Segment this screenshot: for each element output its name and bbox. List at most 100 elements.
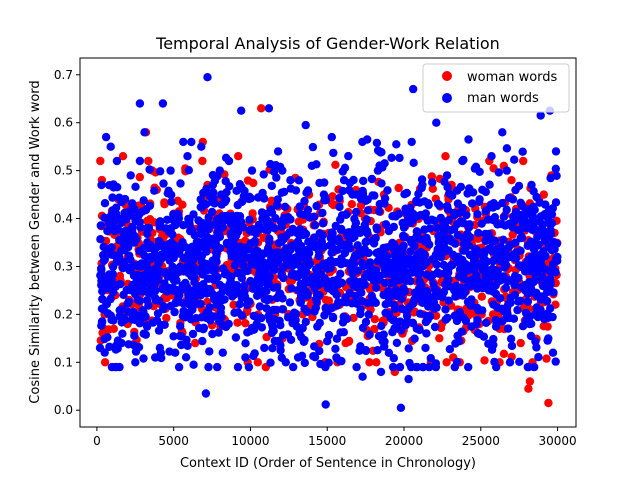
man-words-point bbox=[496, 257, 505, 266]
woman-words-point bbox=[394, 183, 403, 193]
man-words-point bbox=[457, 327, 466, 336]
man-words-point bbox=[345, 185, 354, 195]
man-words-point bbox=[489, 215, 499, 225]
man-words-point bbox=[218, 348, 227, 357]
man-words-point bbox=[379, 330, 388, 339]
man-words-point bbox=[440, 177, 449, 186]
man-words-point bbox=[502, 313, 511, 323]
man-words-point bbox=[241, 339, 250, 348]
man-words-point bbox=[204, 362, 213, 372]
man-words-point bbox=[488, 203, 498, 212]
man-words-point bbox=[295, 202, 304, 211]
man-words-point bbox=[104, 219, 114, 228]
man-words-point bbox=[249, 311, 258, 321]
man-words-point bbox=[464, 362, 473, 372]
man-words-point bbox=[129, 261, 139, 270]
points-layer bbox=[95, 73, 562, 412]
man-words-point bbox=[538, 229, 547, 238]
man-words-point bbox=[120, 208, 129, 218]
man-words-point bbox=[377, 321, 386, 331]
man-words-point bbox=[107, 243, 116, 252]
man-words-point bbox=[513, 305, 522, 315]
man-words-point bbox=[166, 166, 175, 175]
man-words-point bbox=[215, 166, 224, 175]
man-words-point bbox=[413, 249, 423, 259]
man-words-point bbox=[461, 316, 471, 326]
woman-words-point bbox=[191, 338, 200, 348]
man-words-point bbox=[156, 167, 165, 176]
man-words-point bbox=[360, 280, 370, 289]
man-words-point bbox=[461, 283, 470, 292]
man-words-point bbox=[521, 207, 530, 217]
man-words-point bbox=[237, 197, 247, 206]
man-words-point bbox=[452, 316, 462, 326]
woman-words-point bbox=[115, 271, 125, 281]
man-words-point bbox=[412, 196, 421, 206]
man-words-point bbox=[312, 201, 321, 211]
y-axis: 0.0 0.1 0.2 0.3 0.4 0.5 0.6 0.7 bbox=[54, 68, 80, 417]
man-words-point bbox=[352, 283, 362, 292]
man-words-point bbox=[269, 305, 278, 315]
man-words-point bbox=[489, 300, 498, 309]
man-words-point bbox=[227, 232, 237, 242]
man-words-point bbox=[140, 128, 149, 137]
man-words-point bbox=[407, 137, 416, 147]
man-words-point bbox=[131, 315, 140, 325]
man-words-point bbox=[453, 186, 462, 195]
man-words-point bbox=[526, 284, 536, 293]
man-words-point bbox=[430, 322, 440, 332]
man-words-point bbox=[176, 322, 185, 331]
man-words-point bbox=[272, 173, 281, 182]
man-words-point bbox=[160, 320, 169, 329]
man-words-point bbox=[184, 249, 193, 258]
man-words-point bbox=[528, 213, 538, 222]
man-words-point bbox=[502, 205, 511, 214]
man-words-point bbox=[230, 308, 239, 317]
man-words-point bbox=[377, 148, 386, 157]
man-words-point bbox=[403, 305, 412, 314]
y-tick-label: 0.2 bbox=[54, 307, 73, 321]
man-words-point bbox=[181, 243, 190, 252]
man-words-point bbox=[164, 227, 174, 237]
man-words-point bbox=[262, 304, 271, 313]
man-words-point bbox=[100, 334, 109, 344]
woman-words-point bbox=[525, 377, 535, 386]
man-words-point bbox=[151, 353, 160, 362]
man-words-point bbox=[404, 344, 413, 353]
man-words-point bbox=[544, 242, 553, 251]
man-words-point bbox=[220, 295, 229, 304]
man-words-point bbox=[553, 252, 562, 262]
man-words-point bbox=[480, 247, 489, 256]
man-words-point bbox=[308, 276, 318, 285]
man-words-point bbox=[247, 166, 257, 175]
woman-words-point bbox=[349, 313, 358, 323]
man-words-point bbox=[301, 120, 310, 130]
man-words-point bbox=[427, 215, 436, 224]
man-words-point bbox=[390, 287, 399, 296]
man-words-point bbox=[278, 305, 288, 314]
man-words-point bbox=[259, 258, 269, 267]
man-words-point bbox=[334, 234, 343, 244]
man-words-point bbox=[397, 245, 407, 255]
man-words-point bbox=[259, 170, 268, 179]
man-words-point bbox=[388, 238, 397, 248]
man-words-point bbox=[171, 220, 180, 230]
man-words-point bbox=[546, 279, 556, 288]
man-words-point bbox=[272, 282, 282, 292]
man-words-point bbox=[424, 302, 433, 311]
man-words-point bbox=[404, 374, 413, 384]
woman-words-point bbox=[294, 217, 303, 226]
man-words-point bbox=[217, 312, 226, 322]
man-words-point bbox=[383, 186, 392, 195]
man-words-point bbox=[350, 214, 359, 224]
man-words-point bbox=[455, 337, 464, 346]
man-words-point bbox=[265, 294, 274, 304]
man-words-point bbox=[408, 266, 417, 276]
man-words-point bbox=[288, 269, 297, 278]
man-words-point bbox=[329, 148, 338, 158]
man-words-point bbox=[177, 285, 187, 294]
man-words-point bbox=[318, 208, 327, 218]
man-words-point bbox=[97, 180, 106, 190]
man-words-point bbox=[230, 261, 239, 270]
